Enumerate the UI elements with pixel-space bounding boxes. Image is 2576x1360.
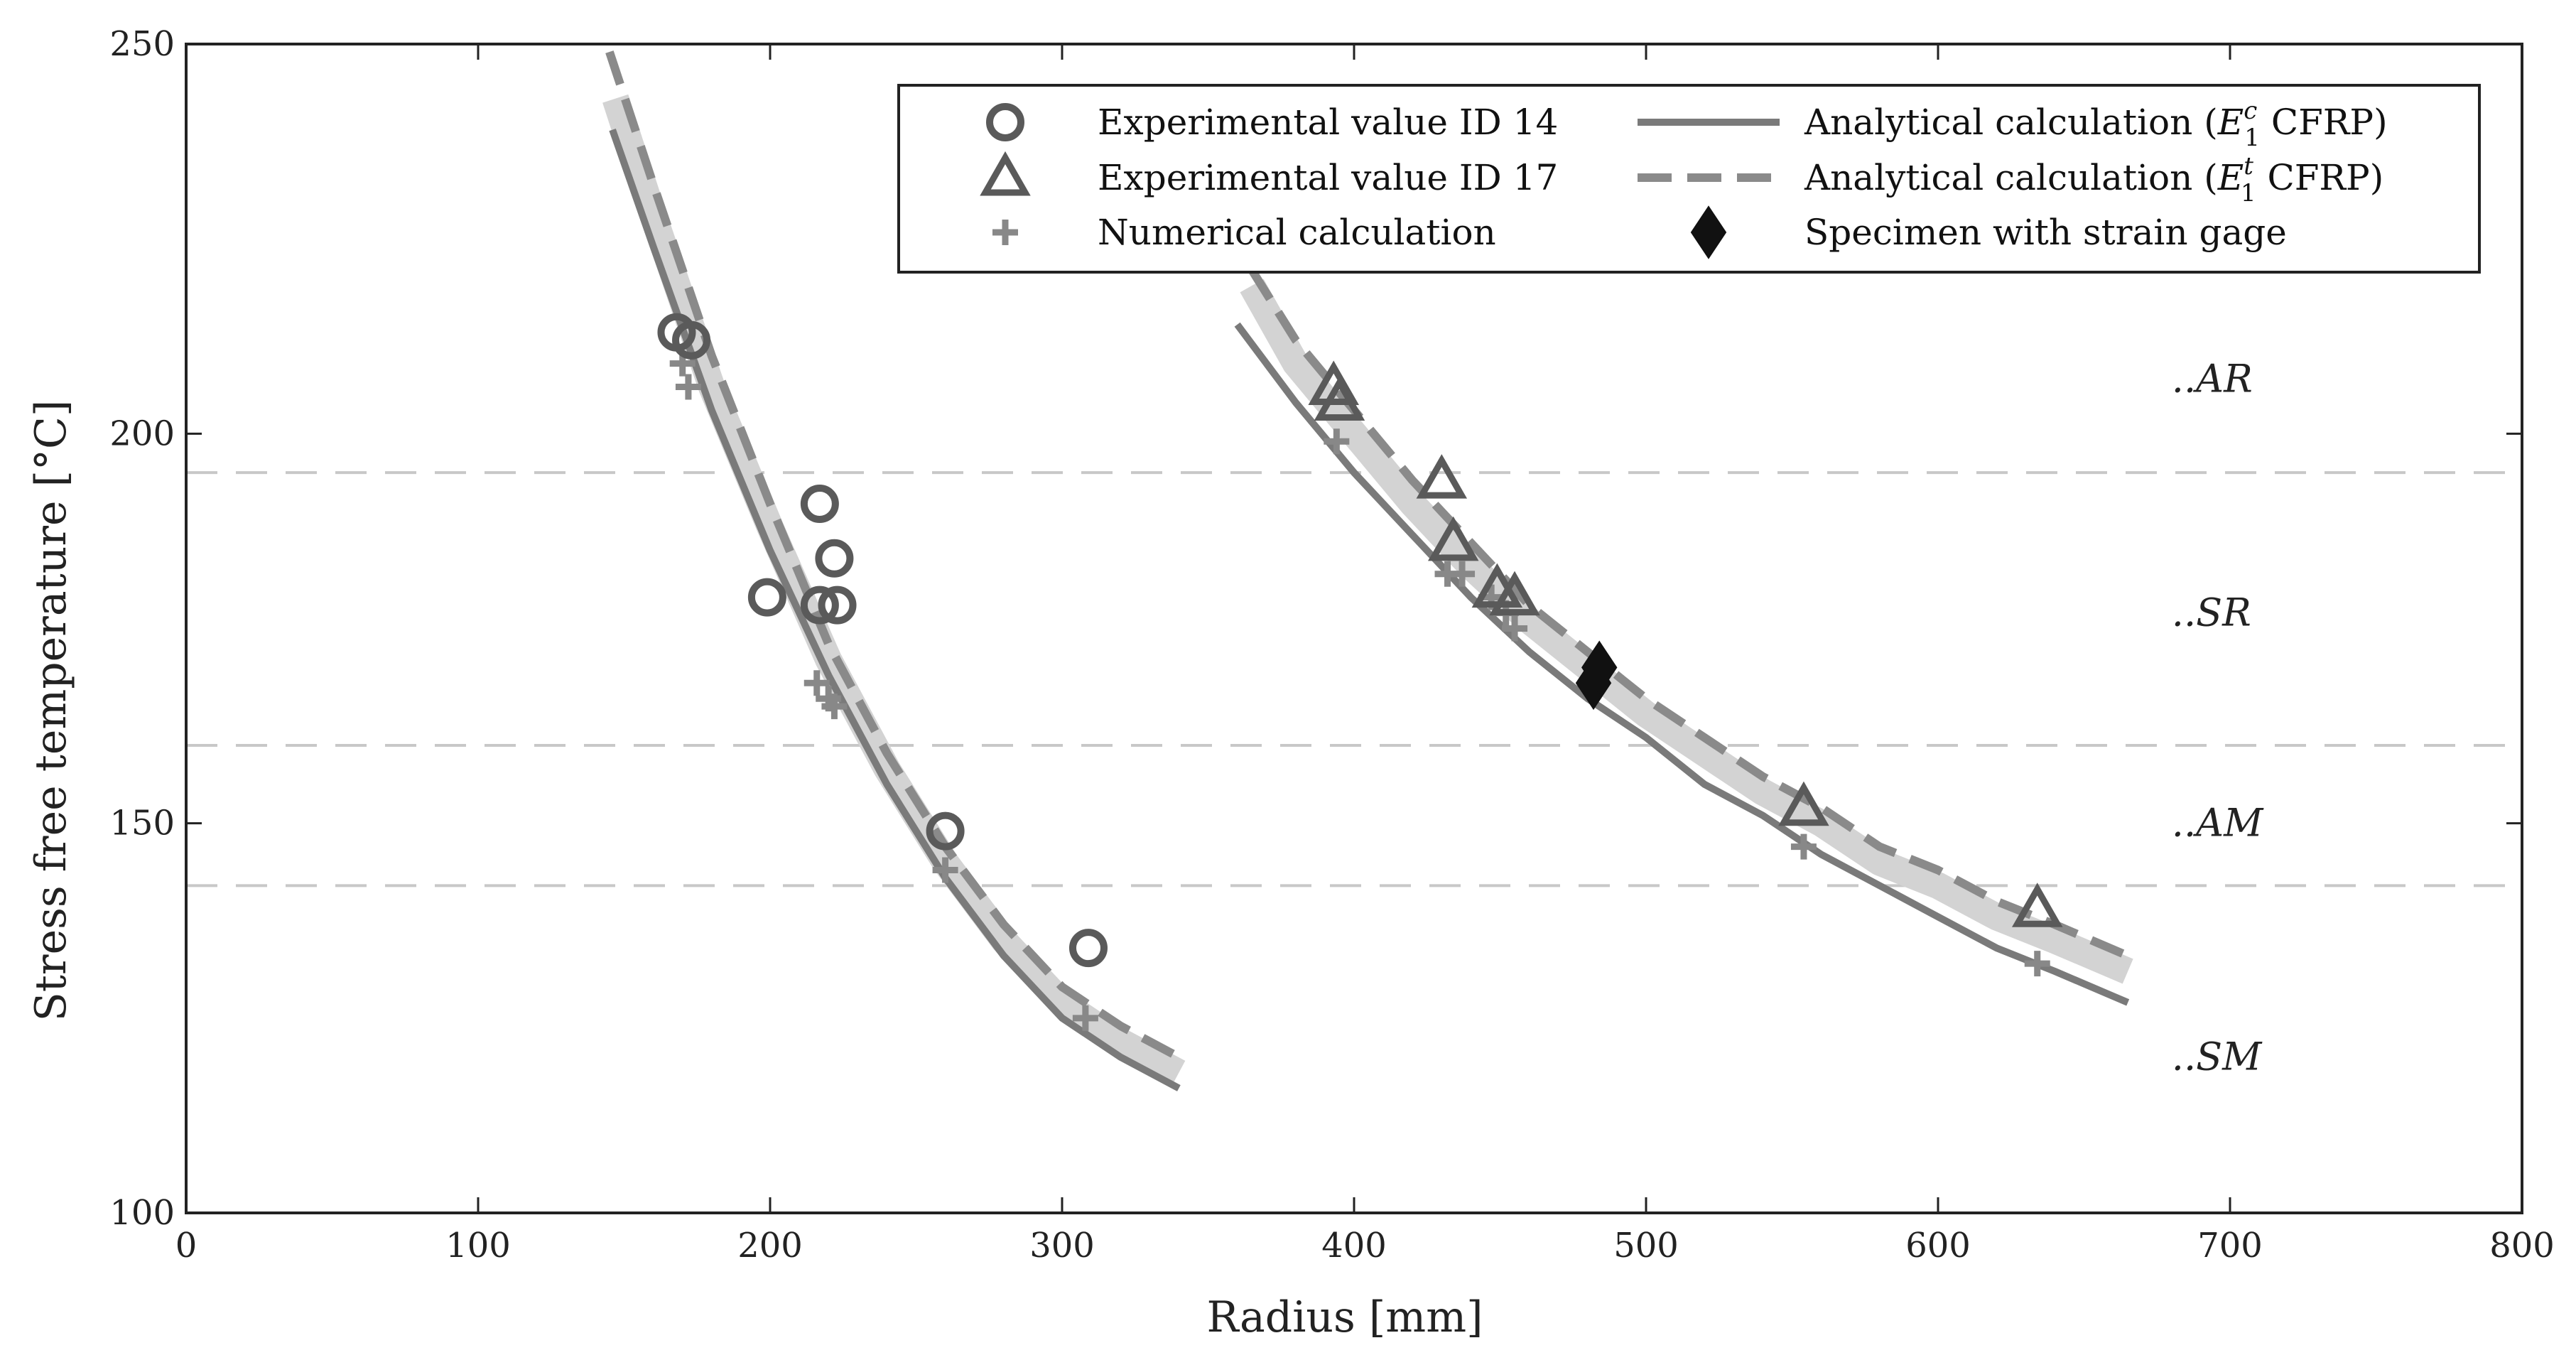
curve-solid-1 — [1234, 322, 2130, 1006]
legend-text-part: Specimen with strain gage — [1804, 212, 2287, 253]
curve-dashed-0 — [605, 50, 1181, 1061]
marker-plus-12 — [1502, 615, 1528, 642]
y-tick-label-0: 100 — [109, 1193, 175, 1233]
marker-triangle-1 — [1314, 376, 1365, 421]
legend-label-num: Numerical calculation — [1098, 212, 1496, 253]
x-tick-label-2: 200 — [737, 1226, 803, 1265]
x-tick-label-1: 100 — [445, 1226, 511, 1265]
x-axis-title: Radius [mm] — [1206, 1292, 1483, 1342]
region-label-2: ..AM — [2172, 801, 2264, 846]
curve-band-1 — [1240, 279, 2133, 984]
legend-text-part: Analytical calculation ( — [1804, 157, 2218, 198]
marker-plus-14 — [2024, 951, 2050, 977]
legend-math: E — [2217, 102, 2244, 143]
marker-plus-7 — [1324, 428, 1350, 455]
legend-math: E — [2217, 157, 2244, 198]
y-tick-label-3: 250 — [109, 24, 175, 64]
region-label-3: ..SM — [2172, 1035, 2263, 1079]
marker-circle-6 — [818, 585, 857, 625]
region-label-1: ..SR — [2172, 590, 2251, 635]
marker-triangle-5 — [1489, 571, 1540, 616]
legend-sub: 1 — [2244, 124, 2260, 152]
y-axis-title: Stress free temperature [°C] — [26, 400, 76, 1022]
marker-triangle-6 — [1778, 781, 1829, 826]
marker-triangle-2 — [1416, 454, 1468, 499]
x-tick-label-6: 600 — [1905, 1226, 1971, 1265]
legend-suffix: CFRP) — [2256, 157, 2384, 198]
region-label-0: ..AR — [2172, 357, 2253, 401]
legend-icon-exp14 — [986, 103, 1024, 141]
curve-dashed-1 — [1248, 267, 2130, 960]
x-tick-label-0: 0 — [175, 1226, 197, 1265]
legend: Experimental value ID 14 Experimental val… — [897, 84, 2481, 274]
marker-triangle-7 — [2011, 883, 2063, 927]
legend-label-anaT: Analytical calculation (Et 1 CFRP) — [1804, 152, 2383, 207]
data-markers — [657, 313, 2063, 1031]
marker-circle-8 — [1068, 929, 1108, 968]
marker-circle-3 — [800, 485, 839, 524]
marker-circle-1 — [672, 320, 711, 360]
marker-circle-4 — [800, 585, 839, 625]
legend-sup: c — [2244, 97, 2257, 125]
marker-circle-7 — [926, 811, 965, 851]
legend-suffix: CFRP) — [2260, 102, 2388, 143]
legend-label-exp14: Experimental value ID 14 — [1098, 102, 1558, 143]
marker-circle-2 — [747, 578, 786, 617]
legend-icon-num — [992, 220, 1018, 245]
marker-diamond-1 — [1581, 640, 1618, 695]
legend-sub: 1 — [2241, 179, 2256, 207]
x-tick-label-3: 300 — [1029, 1226, 1095, 1265]
legend-icon-exp17 — [980, 151, 1031, 196]
y-tick-label-2: 200 — [109, 414, 175, 453]
marker-plus-1 — [675, 374, 701, 400]
marker-plus-13 — [1790, 833, 1817, 860]
y-tick-label-1: 150 — [109, 804, 175, 843]
legend-text-part: Analytical calculation ( — [1804, 102, 2218, 143]
x-tick-label-5: 500 — [1613, 1226, 1679, 1265]
x-tick-label-8: 800 — [2489, 1226, 2555, 1265]
marker-plus-2 — [803, 670, 830, 696]
marker-triangle-3 — [1427, 516, 1479, 561]
legend-icon-gage — [1690, 205, 1727, 259]
legend-sup: t — [2244, 152, 2253, 180]
legend-label-exp17: Experimental value ID 17 — [1098, 157, 1558, 198]
legend-label-anaC: Analytical calculation (Ec 1 CFRP) — [1804, 97, 2388, 152]
marker-plus-9 — [1449, 561, 1476, 587]
x-tick-label-7: 700 — [2197, 1226, 2263, 1265]
legend-box — [897, 84, 2481, 274]
marker-plus-6 — [1072, 1005, 1098, 1031]
x-tick-label-4: 400 — [1321, 1226, 1387, 1265]
marker-plus-4 — [821, 694, 848, 720]
region-labels: ..AR ..SR ..AM ..SM — [2172, 357, 2264, 1079]
legend-label-gage: Specimen with strain gage — [1804, 212, 2287, 253]
marker-circle-5 — [815, 539, 854, 578]
marker-plus-5 — [932, 857, 958, 883]
